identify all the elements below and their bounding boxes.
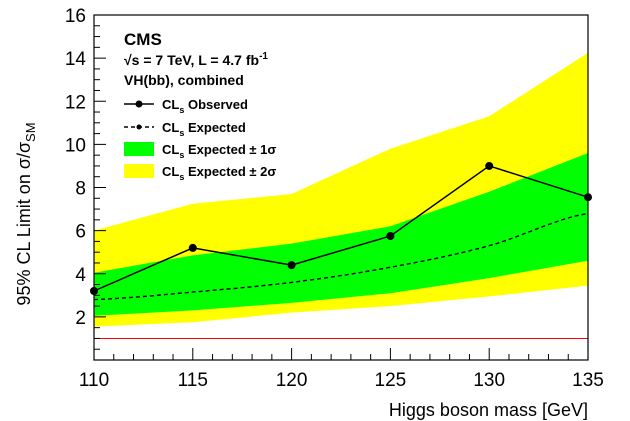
legend-1sigma-label: CLs Expected ± 1σ: [162, 142, 276, 160]
observed-point: [485, 161, 494, 170]
y-axis-title-sub: SM: [23, 122, 38, 142]
y-tick-label: 12: [65, 92, 86, 113]
y-tick-label: 10: [65, 135, 86, 156]
bands-layer: [94, 52, 588, 327]
y-tick-label: 16: [65, 6, 86, 27]
y-tick-label: 4: [75, 265, 86, 286]
legend-entry-2sigma: CLs Expected ± 2σ: [124, 164, 276, 182]
x-tick-label: 130: [473, 370, 505, 391]
legend-entry-1sigma: CLs Expected ± 1σ: [124, 142, 276, 160]
experiment-label: CMS: [124, 30, 162, 49]
observed-line: [93, 165, 589, 292]
y-tick-label: 2: [75, 308, 86, 329]
series-layer: [90, 161, 592, 301]
y-axis-title: 95% CL Limit on σ/σSM: [14, 122, 38, 305]
energy-lumi-text: √s = 7 TeV, L = 4.7 fb: [124, 52, 259, 68]
ticks-layer: 110 115 120 125 130 135 2 4 6 8 10 12 14 16: [65, 6, 604, 391]
band-1sigma: [94, 153, 588, 316]
legend-observed-marker: [135, 100, 143, 108]
x-tick-label: 135: [572, 370, 604, 391]
observed-point: [386, 232, 395, 241]
x-tick-label: 115: [178, 370, 208, 391]
x-axis-title: Higgs boson mass [GeV]: [389, 400, 588, 420]
x-tick-label: 110: [79, 370, 109, 391]
observed-point: [287, 261, 296, 270]
energy-lumi-sup: -1: [259, 51, 268, 62]
x-tick-label: 120: [276, 370, 308, 391]
legend-entry-observed: CLs Observed: [124, 97, 248, 115]
legend: CLs Observed CLs Expected CLs Expected ±…: [124, 97, 276, 182]
y-tick-label: 8: [75, 179, 86, 200]
legend-observed-label: CLs Observed: [162, 97, 248, 115]
energy-lumi-label: √s = 7 TeV, L = 4.7 fb-1: [124, 51, 268, 68]
y-tick-label: 6: [75, 222, 86, 243]
channel-label: VH(bb), combined: [124, 72, 244, 88]
legend-entry-expected: CLs Expected: [124, 120, 246, 138]
legend-2sigma-label: CLs Expected ± 2σ: [162, 164, 276, 182]
legend-1sigma-swatch: [124, 142, 154, 156]
legend-expected-label: CLs Expected: [162, 120, 246, 138]
expected-line: [93, 212, 589, 301]
legend-2sigma-swatch: [124, 164, 154, 178]
legend-expected-marker: [136, 124, 142, 130]
x-tick-label: 125: [375, 370, 407, 391]
observed-point: [188, 243, 197, 252]
y-tick-label: 14: [65, 49, 87, 70]
